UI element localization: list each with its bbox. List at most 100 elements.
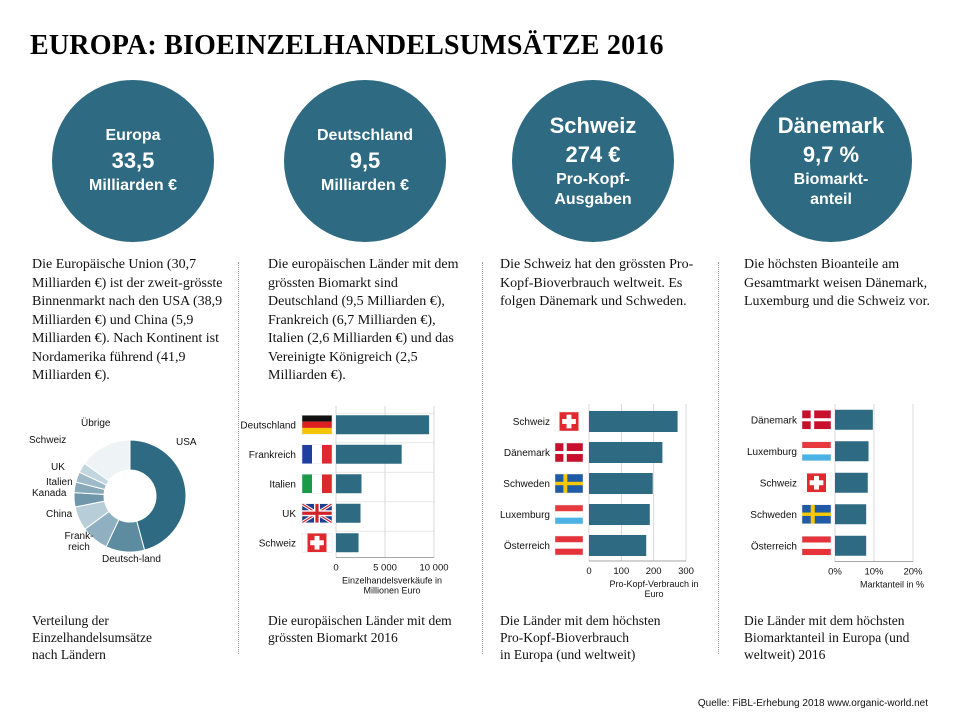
slice-label: Frank-: [65, 531, 94, 542]
source-note: Quelle: FiBL-Erhebung 2018 www.organic-w…: [697, 698, 928, 709]
bar-category-label: Dänemark: [504, 448, 551, 459]
flag-lu-icon: [554, 504, 584, 525]
flag-ch-icon: [301, 533, 333, 553]
caption-deutschland: Die europäischen Länder mit dem grössten…: [268, 613, 452, 645]
caption-schweiz: Die Länder mit dem höchsten Pro-Kopf-Bio…: [500, 613, 661, 662]
bar-chart-pro-kopf: Schweiz Dänemark Schweden Luxemburg Österrei…: [500, 404, 699, 599]
bar-category-label: Schweiz: [760, 478, 797, 489]
x-axis-label: Pro-Kopf-Verbrauch in: [609, 579, 698, 589]
donut-slice: [129, 439, 187, 551]
bar-category-label: Dänemark: [751, 415, 798, 426]
bar-category-label: Österreich: [751, 540, 797, 552]
caption-europa: Verteilung der Einzelhandelsumsätze nach…: [32, 613, 152, 662]
tick-label: 10%: [864, 567, 884, 578]
flag-dk-icon: [801, 410, 832, 430]
slice-label: UK: [51, 462, 65, 473]
circle-label: Schweiz: [549, 112, 637, 138]
circle-unit: Milliarden €: [88, 176, 178, 194]
bar-category-label: Schweden: [750, 510, 797, 521]
flag-uk-icon: [301, 502, 333, 525]
description-deutschland: Die europäischen Länder mit dem grössten…: [268, 257, 459, 383]
tick-label: 5 000: [373, 563, 397, 574]
circle-deutschland: Deutschland 9,5 Milliarden €: [284, 80, 446, 242]
bar: [589, 411, 678, 432]
slice-label: China: [46, 509, 73, 520]
tick-label: 300: [678, 566, 694, 577]
page-title: EUROPA: BIOEINZELHANDELSUMSÄTZE 2016: [30, 30, 664, 61]
circle-value: 274 €: [565, 141, 621, 167]
circle-label: Europa: [105, 126, 161, 144]
slice-label: USA: [176, 437, 197, 448]
flag-it-icon: [301, 474, 333, 494]
bar: [589, 504, 650, 525]
description-schweiz: Die Schweiz hat den grössten Pro-Kopf-Bi…: [500, 257, 694, 309]
circle-daenemark: Dänemark 9,7 % Biomarkt- anteil: [750, 80, 912, 242]
bar: [589, 535, 647, 556]
slice-label: reich: [68, 542, 90, 553]
circle-europa: Europa 33,5 Milliarden €: [52, 80, 214, 242]
flag-fr-icon: [301, 444, 333, 464]
bar-category-label: Österreich: [504, 540, 550, 552]
bar: [835, 441, 869, 462]
tick-label: 100: [613, 566, 629, 577]
circle-value: 9,7 %: [802, 141, 860, 167]
tick-label: 200: [646, 566, 662, 577]
slice-label: Deutsch-land: [102, 554, 161, 565]
circle-label: Deutschland: [316, 126, 413, 144]
bar: [589, 473, 653, 494]
bar: [835, 409, 873, 430]
bar: [589, 442, 663, 463]
x-axis-label: Einzelhandelsverkäufe in: [342, 576, 442, 586]
bar: [336, 444, 402, 464]
flag-ch-icon: [554, 411, 584, 432]
bar: [336, 474, 362, 494]
bar-category-label: Luxemburg: [500, 510, 550, 521]
x-axis-label: Marktanteil in %: [860, 580, 924, 590]
donut-chart: USA Deutsch-land Frank-reich China KanadaIta…: [29, 417, 197, 565]
flag-se-icon: [554, 473, 584, 494]
slice-label: Übrige: [81, 417, 111, 429]
tick-label: 20%: [903, 567, 923, 578]
column-divider: [718, 262, 719, 654]
donut-slice: [83, 439, 131, 482]
flag-at-icon: [801, 536, 832, 556]
circle-unit: Pro-Kopf- Ausgaben: [554, 170, 632, 208]
bar-chart-biomarkt: Deutschland Frankreich Italien UK Schweiz 0 5 …: [240, 406, 449, 596]
bar: [336, 533, 359, 553]
bar-category-label: Schweiz: [513, 417, 550, 428]
circle-value: 33,5: [111, 147, 155, 173]
bar-category-label: Deutschland: [240, 420, 296, 431]
bar: [336, 415, 430, 435]
bar-category-label: Schweden: [503, 479, 550, 490]
flag-de-icon: [301, 415, 333, 435]
tick-label: 0: [586, 566, 591, 577]
bar: [835, 504, 867, 525]
bar-category-label: Schweiz: [259, 538, 296, 549]
flag-at-icon: [554, 535, 584, 556]
bar-category-label: Frankreich: [249, 450, 296, 461]
description-europa: Die Europäische Union (30,7 Milliarden €…: [32, 257, 223, 383]
flag-se-icon: [801, 504, 832, 524]
flag-dk-icon: [554, 442, 584, 463]
x-axis-label: Millionen Euro: [363, 586, 420, 596]
bar: [336, 503, 361, 523]
slice-label: Italien: [46, 477, 73, 488]
tick-label: 10 000: [419, 563, 448, 574]
bar-category-label: Luxemburg: [747, 447, 797, 458]
circle-schweiz: Schweiz 274 € Pro-Kopf- Ausgaben: [512, 80, 674, 242]
circle-unit: Milliarden €: [320, 176, 410, 194]
slice-label: Schweiz: [29, 435, 66, 446]
slice-label: Kanada: [32, 488, 67, 499]
x-axis-label: Euro: [644, 589, 663, 599]
caption-daenemark: Die Länder mit dem höchsten Biomarktante…: [744, 613, 910, 662]
bar-chart-marktanteil: Dänemark Luxemburg Schweiz Schweden Österrei…: [747, 404, 924, 590]
flag-ch-icon: [801, 473, 832, 493]
circle-value: 9,5: [349, 147, 381, 173]
bar: [835, 535, 867, 556]
flag-lu-icon: [801, 441, 832, 461]
tick-label: 0%: [828, 567, 842, 578]
bar: [835, 472, 868, 493]
tick-label: 0: [333, 563, 338, 574]
circle-label: Dänemark: [777, 112, 885, 138]
bar-category-label: Italien: [269, 479, 296, 490]
